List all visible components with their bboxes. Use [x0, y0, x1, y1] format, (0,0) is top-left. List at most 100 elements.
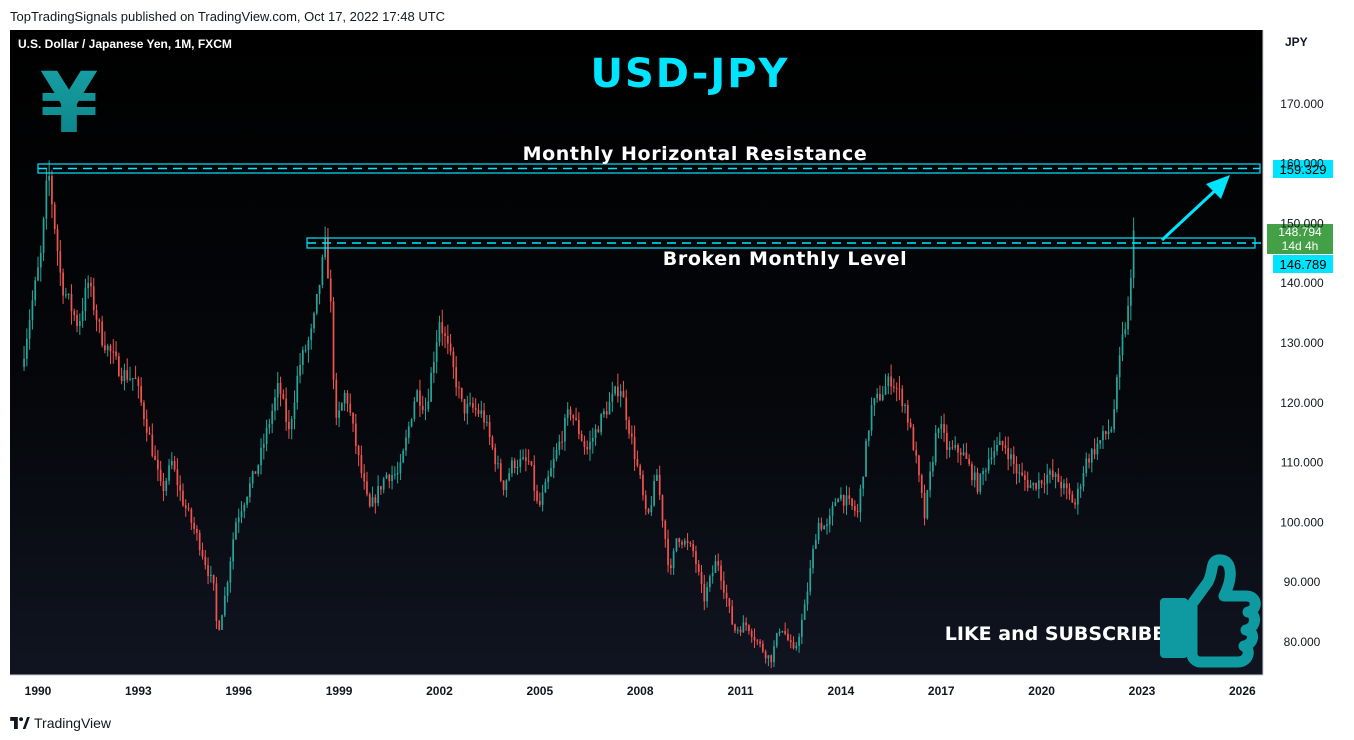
candle-body[interactable] — [502, 480, 505, 491]
candle-body[interactable] — [625, 397, 628, 421]
candle-body[interactable] — [143, 402, 145, 420]
candle-body[interactable] — [965, 452, 968, 459]
candle-body[interactable] — [366, 481, 368, 495]
candle-body[interactable] — [129, 378, 131, 380]
candle-body[interactable] — [764, 651, 767, 659]
candle-body[interactable] — [644, 495, 647, 509]
candle-body[interactable] — [748, 625, 750, 632]
footer-brand[interactable]: TradingView — [10, 713, 111, 733]
candle-body[interactable] — [987, 459, 990, 471]
candle-body[interactable] — [399, 462, 402, 473]
candle-body[interactable] — [458, 387, 460, 389]
candle-body[interactable] — [603, 411, 605, 415]
candle-body[interactable] — [1051, 470, 1054, 478]
candle-body[interactable] — [530, 461, 533, 466]
candle-body[interactable] — [1085, 458, 1088, 473]
candle-body[interactable] — [207, 565, 209, 576]
candle-body[interactable] — [1043, 483, 1046, 485]
candle-body[interactable] — [761, 643, 764, 652]
candle-body[interactable] — [374, 497, 377, 504]
candle-body[interactable] — [56, 229, 59, 252]
candle-body[interactable] — [62, 272, 64, 296]
candle-body[interactable] — [1071, 494, 1074, 503]
candle-body[interactable] — [711, 572, 714, 577]
candle-body[interactable] — [753, 636, 756, 641]
candle-body[interactable] — [870, 405, 873, 431]
candle-body[interactable] — [126, 370, 129, 380]
candle-body[interactable] — [407, 426, 410, 438]
candle-body[interactable] — [547, 476, 550, 482]
candle-body[interactable] — [154, 455, 156, 460]
candle-body[interactable] — [736, 629, 739, 631]
candle-body[interactable] — [661, 495, 664, 521]
candle-body[interactable] — [34, 280, 37, 301]
candle-body[interactable] — [990, 457, 993, 460]
candle-body[interactable] — [767, 655, 770, 659]
candle-body[interactable] — [332, 301, 335, 380]
candle-body[interactable] — [327, 237, 329, 279]
candle-body[interactable] — [427, 401, 430, 410]
candle-body[interactable] — [809, 568, 812, 592]
candle-body[interactable] — [781, 631, 784, 633]
candle-body[interactable] — [421, 405, 424, 410]
candle-body[interactable] — [307, 339, 310, 351]
candle-body[interactable] — [92, 286, 95, 311]
candle-body[interactable] — [460, 388, 463, 400]
candle-body[interactable] — [435, 342, 438, 362]
candle-body[interactable] — [343, 393, 346, 404]
candle-body[interactable] — [120, 376, 123, 382]
candle-body[interactable] — [1129, 277, 1132, 306]
candle-body[interactable] — [1099, 440, 1102, 444]
candle-body[interactable] — [455, 367, 458, 388]
candle-body[interactable] — [168, 465, 170, 481]
candle-body[interactable] — [165, 480, 168, 492]
candle-body[interactable] — [123, 370, 126, 382]
candle-body[interactable] — [243, 504, 246, 512]
candle-body[interactable] — [742, 622, 745, 633]
candle-body[interactable] — [962, 452, 965, 455]
candle-body[interactable] — [533, 465, 536, 491]
candle-body[interactable] — [53, 204, 56, 230]
candle-body[interactable] — [28, 320, 31, 339]
candle-body[interactable] — [630, 433, 633, 437]
symbol-label[interactable]: U.S. Dollar / Japanese Yen, 1M, FXCM — [18, 37, 232, 51]
candle-body[interactable] — [1035, 483, 1037, 489]
candle-body[interactable] — [826, 524, 828, 526]
candle-body[interactable] — [159, 469, 162, 482]
candle-body[interactable] — [731, 606, 734, 625]
candle-body[interactable] — [996, 445, 998, 452]
candle-body[interactable] — [792, 642, 795, 649]
candle-body[interactable] — [876, 393, 879, 399]
candle-body[interactable] — [985, 470, 987, 472]
candle-body[interactable] — [834, 502, 837, 506]
candle-body[interactable] — [867, 430, 870, 441]
candle-body[interactable] — [240, 511, 243, 518]
candle-body[interactable] — [865, 440, 867, 477]
candle-body[interactable] — [1054, 473, 1057, 478]
candle-body[interactable] — [709, 576, 711, 588]
candle-body[interactable] — [505, 480, 508, 491]
candle-body[interactable] — [271, 410, 274, 424]
candle-body[interactable] — [672, 551, 675, 569]
candle-body[interactable] — [182, 490, 184, 506]
candle-body[interactable] — [285, 398, 287, 422]
candle-body[interactable] — [605, 411, 608, 415]
candle-body[interactable] — [145, 419, 148, 433]
candle-body[interactable] — [653, 480, 655, 506]
candle-body[interactable] — [932, 462, 934, 472]
candle-body[interactable] — [594, 429, 597, 439]
candle-body[interactable] — [658, 474, 661, 496]
candle-body[interactable] — [393, 474, 396, 476]
candle-body[interactable] — [341, 403, 343, 411]
candle-body[interactable] — [525, 457, 527, 461]
candle-body[interactable] — [720, 565, 722, 581]
candle-body[interactable] — [157, 459, 159, 470]
candle-body[interactable] — [555, 449, 558, 459]
candle-body[interactable] — [117, 356, 120, 377]
candle-body[interactable] — [474, 407, 477, 410]
candle-body[interactable] — [940, 424, 943, 429]
candle-body[interactable] — [600, 414, 603, 433]
candle-body[interactable] — [538, 501, 541, 505]
candle-body[interactable] — [951, 447, 954, 449]
candle-body[interactable] — [25, 338, 28, 359]
